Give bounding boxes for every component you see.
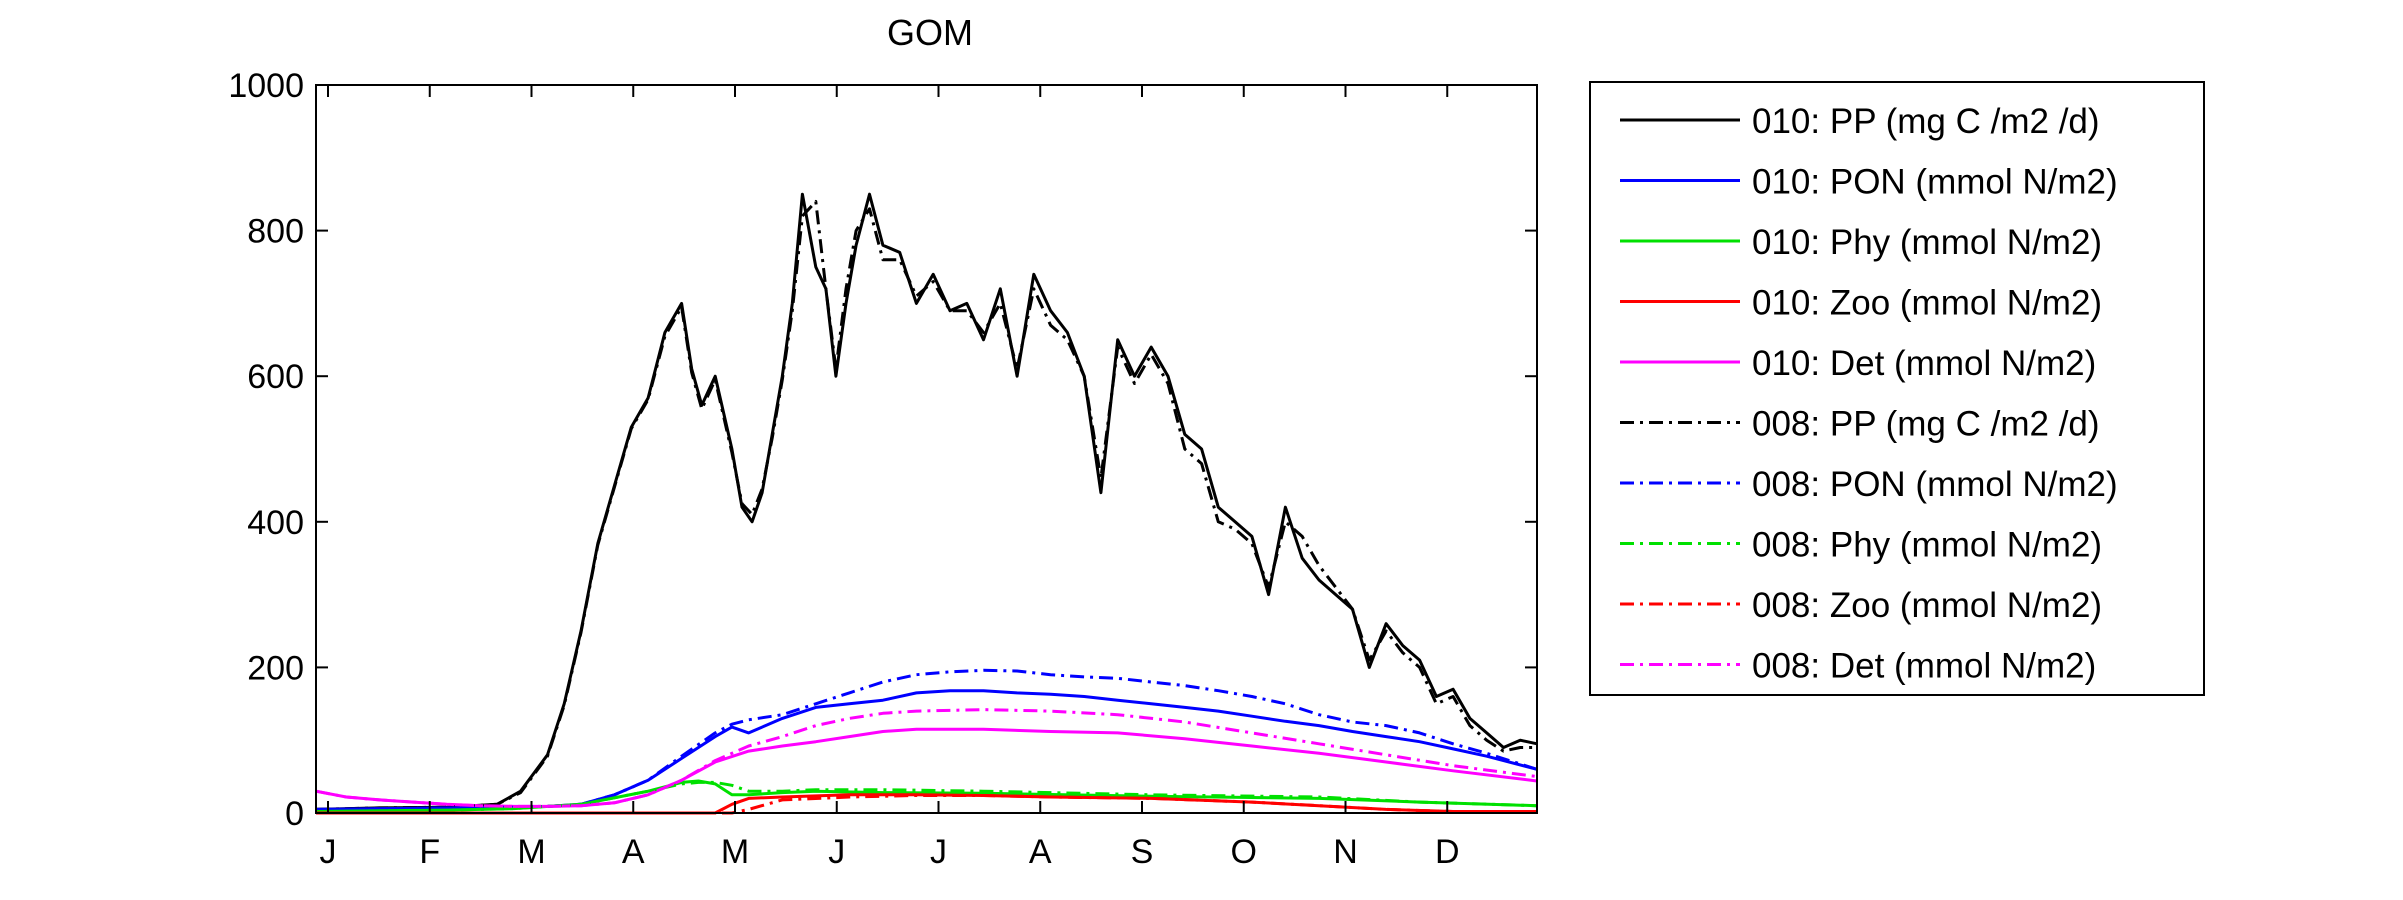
legend-label-1: 010: PON (mmol N/m2): [1752, 163, 2118, 202]
x-tick-label-4: M: [721, 833, 749, 871]
series-line-9: [315, 708, 1538, 808]
chart-title: GOM: [887, 12, 973, 53]
x-tick-label-7: A: [1029, 833, 1052, 871]
legend-label-5: 008: PP (mg C /m2 /d): [1752, 405, 2100, 444]
legend-label-6: 008: PON (mmol N/m2): [1752, 465, 2118, 504]
x-tick-label-0: J: [320, 833, 337, 871]
axes-layer: 0 200 400 600 800 1000 J F M A M J J A S O N D: [228, 67, 1537, 871]
series-line-7: [315, 780, 1538, 813]
series-line-5: [315, 200, 1537, 811]
plot-frame: [315, 84, 1538, 814]
legend-label-8: 008: Zoo (mmol N/m2): [1752, 586, 2102, 625]
y-tick-label-0: 0: [285, 795, 304, 833]
legend-label-0: 010: PP (mg C /m2 /d): [1752, 102, 2100, 141]
legend-label-3: 010: Zoo (mmol N/m2): [1752, 284, 2102, 323]
y-tick-label-5: 1000: [228, 67, 304, 105]
y-tick-label-2: 400: [247, 504, 304, 542]
x-tick-label-1: F: [419, 833, 440, 871]
x-tick-label-9: O: [1231, 833, 1257, 871]
y-tick-label-1: 200: [247, 649, 304, 687]
series-line-3: [316, 793, 1537, 815]
series-line-8: [316, 794, 1537, 815]
series-layer: [315, 192, 1538, 815]
x-tick-label-5: J: [828, 833, 845, 871]
legend-box: [1589, 81, 2205, 696]
x-tick-label-11: D: [1435, 833, 1460, 871]
y-tick-label-3: 600: [247, 358, 304, 396]
x-tick-label-3: A: [622, 833, 645, 871]
series-line-6: [315, 668, 1538, 811]
legend-label-9: 008: Det (mmol N/m2): [1752, 647, 2096, 686]
legend-label-2: 010: Phy (mmol N/m2): [1752, 223, 2102, 262]
x-tick-label-2: M: [517, 833, 545, 871]
y-tick-label-4: 800: [247, 213, 304, 251]
x-tick-label-8: S: [1131, 833, 1154, 871]
legend-label-4: 010: Det (mmol N/m2): [1752, 344, 2096, 383]
series-line-2: [315, 779, 1538, 813]
legend-label-7: 008: Phy (mmol N/m2): [1752, 526, 2102, 565]
series-line-1: [315, 689, 1538, 811]
x-tick-label-6: J: [930, 833, 947, 871]
x-tick-label-10: N: [1333, 833, 1358, 871]
legend: 010: PP (mg C /m2 /d) 010: PON (mmol N/m2…: [1589, 81, 2205, 696]
